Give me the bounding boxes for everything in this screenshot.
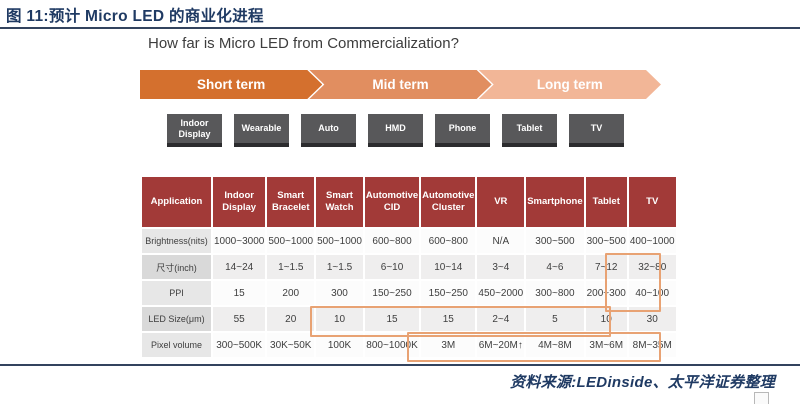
- timeline: Short term Mid term Long term: [140, 70, 661, 99]
- device-box-auto: Auto: [301, 114, 356, 147]
- cell-pixel-volume-smart-bracelet: 30K~50K: [267, 333, 315, 357]
- cell-pixel-volume-vr: 6M~20M↑: [477, 333, 525, 357]
- timeline-segment-short-term: Short term: [140, 70, 322, 99]
- cell-brightness-nits-smart-bracelet: 500~1000: [267, 229, 315, 253]
- cell-ppi-smart-bracelet: 200: [267, 281, 315, 305]
- cell-brightness-nits-automotive-cluster: 600~800: [421, 229, 476, 253]
- cell-pixel-volume-smart-watch: 100K: [316, 333, 363, 357]
- roadmap-table: Application Indoor Display Smart Bracelet S…: [142, 177, 676, 357]
- cell-inch-indoor-display: 14~24: [213, 255, 266, 279]
- corner-placeholder: [754, 392, 769, 404]
- cell-pixel-volume-automotive-cid: 800~1000K: [364, 333, 420, 357]
- cell-pixel-volume-smartphone: 4M~8M: [526, 333, 584, 357]
- column-header-tv: TV: [628, 177, 676, 227]
- device-box-phone: Phone: [435, 114, 490, 147]
- row-label-inch: 尺寸(inch): [142, 255, 211, 279]
- source-divider: [0, 364, 800, 366]
- cell-brightness-nits-smart-watch: 500~1000: [316, 229, 363, 253]
- cell-pixel-volume-tablet: 3M~6M: [585, 333, 627, 357]
- cell-led-size-m-vr: 2~4: [477, 307, 525, 331]
- cell-brightness-nits-tv: 400~1000: [628, 229, 676, 253]
- source-line: 资料来源:LEDinside、太平洋证券整理: [510, 374, 775, 391]
- column-header-application: Application: [142, 177, 211, 227]
- cell-led-size-m-smart-bracelet: 20: [267, 307, 315, 331]
- device-box-hmd: HMD: [368, 114, 423, 147]
- cell-brightness-nits-vr: N/A: [477, 229, 525, 253]
- row-label-led-size-m: LED Size(μm): [142, 307, 211, 331]
- cell-ppi-vr: 450~2000: [477, 281, 525, 305]
- caption-underline: [0, 27, 800, 29]
- cell-inch-smartphone: 4~6: [526, 255, 584, 279]
- cell-ppi-automotive-cluster: 150~250: [421, 281, 476, 305]
- cell-inch-smart-watch: 1~1.5: [316, 255, 363, 279]
- slide-title: How far is Micro LED from Commercializat…: [148, 35, 459, 52]
- cell-brightness-nits-indoor-display: 1000~3000: [213, 229, 266, 253]
- column-header-smart-bracelet: Smart Bracelet: [267, 177, 315, 227]
- cell-pixel-volume-automotive-cluster: 3M: [421, 333, 476, 357]
- column-header-automotive-cid: Automotive CID: [364, 177, 420, 227]
- highlight-led-size: [310, 306, 611, 337]
- cell-pixel-volume-tv: 8M~35M: [628, 333, 676, 357]
- cell-led-size-m-automotive-cid: 15: [364, 307, 420, 331]
- cell-ppi-indoor-display: 15: [213, 281, 266, 305]
- cell-inch-automotive-cluster: 10~14: [421, 255, 476, 279]
- cell-ppi-smart-watch: 300: [316, 281, 363, 305]
- highlight-tv-size-ppi: [605, 253, 661, 312]
- device-box-indoor-display: Indoor Display: [167, 114, 222, 147]
- cell-brightness-nits-automotive-cid: 600~800: [364, 229, 420, 253]
- cell-led-size-m-smart-watch: 10: [316, 307, 363, 331]
- device-box-tablet: Tablet: [502, 114, 557, 147]
- cell-brightness-nits-tablet: 300~500: [585, 229, 627, 253]
- column-header-tablet: Tablet: [585, 177, 627, 227]
- device-box-tv: TV: [569, 114, 624, 147]
- column-header-automotive-cluster: Automotive Cluster: [421, 177, 476, 227]
- cell-led-size-m-smartphone: 5: [526, 307, 584, 331]
- timeline-segment-mid-term: Mid term: [309, 70, 491, 99]
- device-box-wearable: Wearable: [234, 114, 289, 147]
- cell-inch-smart-bracelet: 1~1.5: [267, 255, 315, 279]
- row-label-pixel-volume: Pixel volume: [142, 333, 211, 357]
- cell-inch-automotive-cid: 6~10: [364, 255, 420, 279]
- figure-caption: 图 11:预计 Micro LED 的商业化进程: [6, 8, 264, 25]
- column-header-smart-watch: Smart Watch: [316, 177, 363, 227]
- row-label-ppi: PPI: [142, 281, 211, 305]
- column-header-smartphone: Smartphone: [526, 177, 584, 227]
- cell-pixel-volume-indoor-display: 300~500K: [213, 333, 266, 357]
- cell-ppi-smartphone: 300~800: [526, 281, 584, 305]
- device-row: Indoor Display Wearable Auto HMD Phone Tablet…: [167, 114, 624, 147]
- highlight-pixel-volume: [407, 332, 661, 362]
- cell-inch-vr: 3~4: [477, 255, 525, 279]
- timeline-segment-long-term: Long term: [479, 70, 661, 99]
- cell-brightness-nits-smartphone: 300~500: [526, 229, 584, 253]
- column-header-indoor-display: Indoor Display: [213, 177, 266, 227]
- cell-ppi-tv: 40~100: [628, 281, 676, 305]
- cell-led-size-m-indoor-display: 55: [213, 307, 266, 331]
- row-label-brightness-nits: Brightness(nits): [142, 229, 211, 253]
- cell-inch-tv: 32~80: [628, 255, 676, 279]
- cell-ppi-automotive-cid: 150~250: [364, 281, 420, 305]
- cell-led-size-m-automotive-cluster: 15: [421, 307, 476, 331]
- column-header-vr: VR: [477, 177, 525, 227]
